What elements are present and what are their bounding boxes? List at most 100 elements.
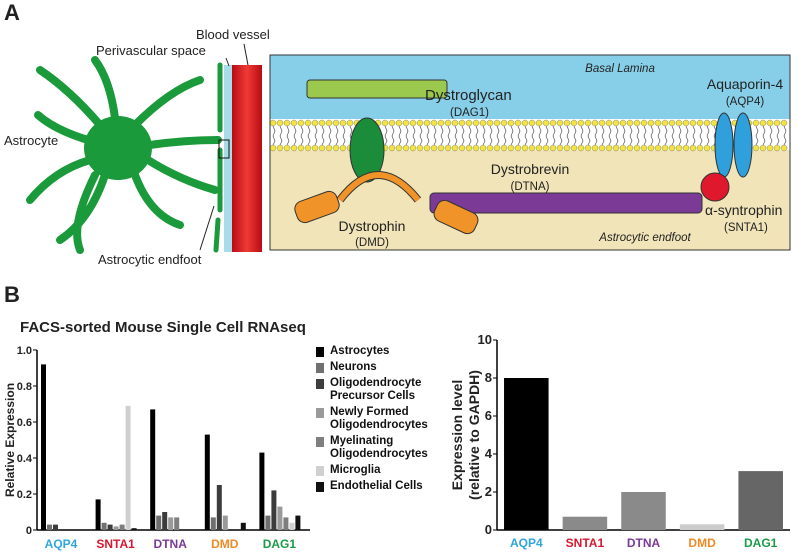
label: Perivascular space xyxy=(96,43,206,58)
legend-item: Astrocytes xyxy=(316,345,451,358)
lipid-tail xyxy=(664,125,668,146)
lipid-tail xyxy=(279,125,283,146)
bar xyxy=(95,499,101,530)
lipid-head xyxy=(304,119,312,127)
lipid-head xyxy=(542,144,550,152)
lipid-head xyxy=(311,119,319,127)
syntrophin xyxy=(700,172,730,202)
lipid-head xyxy=(647,119,655,127)
legend-swatch xyxy=(316,347,324,357)
lipid-head xyxy=(668,119,676,127)
lipid-head xyxy=(619,144,627,152)
lipid-head xyxy=(409,144,417,152)
lipid-tail xyxy=(300,125,304,146)
label: Dystrobrevin xyxy=(491,161,570,177)
lipid-head xyxy=(325,119,333,127)
lipid-head xyxy=(577,119,585,127)
lipid-head xyxy=(535,144,543,152)
lipid-tail xyxy=(398,125,402,146)
lipid-tail xyxy=(384,125,388,146)
lipid-tail xyxy=(580,125,584,146)
bar xyxy=(295,515,301,530)
legend-label: Endothelial Cells xyxy=(330,480,423,492)
lipid-head xyxy=(759,119,767,127)
lipid-head xyxy=(493,119,501,127)
lipid-head xyxy=(591,144,599,152)
lipid-head xyxy=(640,119,648,127)
lipid-head xyxy=(276,144,284,152)
lipid-head xyxy=(423,119,431,127)
bar xyxy=(168,517,174,530)
y-tick-label: 0.6 xyxy=(17,417,32,429)
lipid-head xyxy=(591,119,599,127)
bar xyxy=(47,524,52,530)
lipid-head xyxy=(430,119,438,127)
zoom-box xyxy=(218,139,230,159)
y-axis-label: Expression level xyxy=(449,380,465,491)
lipid-head xyxy=(570,119,578,127)
lipid-head xyxy=(346,119,354,127)
bar xyxy=(216,485,222,530)
lipid-head xyxy=(654,119,662,127)
lipid-tail xyxy=(643,125,647,146)
lipid-head xyxy=(780,119,788,127)
lipid-head xyxy=(703,144,711,152)
lipid-tail xyxy=(692,125,696,146)
lipid-head xyxy=(556,144,564,152)
y-tick-label: 4 xyxy=(485,446,493,461)
lipid-tail xyxy=(783,125,787,146)
legend-item: Oligodendrocyte Precursor Cells xyxy=(316,377,451,403)
lipid-tail xyxy=(510,125,514,146)
legend: Astrocytes Neurons Oligodendrocyte Precurs… xyxy=(316,345,451,496)
lipid-head xyxy=(276,119,284,127)
lipid-head xyxy=(472,119,480,127)
x-tick-label: AQP4 xyxy=(45,537,78,551)
bar xyxy=(41,364,46,530)
lipid-head xyxy=(556,119,564,127)
lipid-head xyxy=(381,119,389,127)
lipid-head xyxy=(332,144,340,152)
lipid-tail xyxy=(755,125,759,146)
lipid-head xyxy=(766,119,774,127)
lipid-head xyxy=(773,119,781,127)
lipid-head xyxy=(423,144,431,152)
legend-swatch xyxy=(316,466,324,476)
lipid-head xyxy=(486,144,494,152)
lipid-tail xyxy=(524,125,528,146)
lipid-head xyxy=(416,119,424,127)
bar xyxy=(222,515,228,530)
lipid-tail xyxy=(608,125,612,146)
lipid-head xyxy=(514,144,522,152)
lipid-tail xyxy=(762,125,766,146)
lipid-head xyxy=(780,144,788,152)
bar xyxy=(679,524,725,530)
label: Blood vessel xyxy=(196,27,270,42)
lipid-tail xyxy=(615,125,619,146)
bar xyxy=(204,434,210,530)
lipid-head xyxy=(395,119,403,127)
blood-vessel xyxy=(232,65,262,252)
lipid-head xyxy=(584,119,592,127)
lipid-head xyxy=(654,144,662,152)
bar xyxy=(125,405,131,530)
lipid-head xyxy=(521,119,529,127)
y-tick-label: 0.8 xyxy=(17,381,32,393)
y-tick-label: 0 xyxy=(26,525,32,537)
legend-swatch xyxy=(316,437,324,447)
lipid-head xyxy=(689,144,697,152)
lipid-head xyxy=(290,119,298,127)
lipid-head xyxy=(297,119,305,127)
lipid-tail xyxy=(314,125,318,146)
bar xyxy=(283,517,289,530)
lipid-tail xyxy=(657,125,661,146)
lipid-tail xyxy=(328,125,332,146)
dystroglycan-bar xyxy=(306,79,448,99)
lipid-tail xyxy=(482,125,486,146)
leader xyxy=(199,205,215,251)
lipid-tail xyxy=(293,125,297,146)
lipid-head xyxy=(297,144,305,152)
lipid-head xyxy=(507,119,515,127)
bar xyxy=(53,524,58,530)
lipid-head xyxy=(318,119,326,127)
lipid-tail xyxy=(307,125,311,146)
